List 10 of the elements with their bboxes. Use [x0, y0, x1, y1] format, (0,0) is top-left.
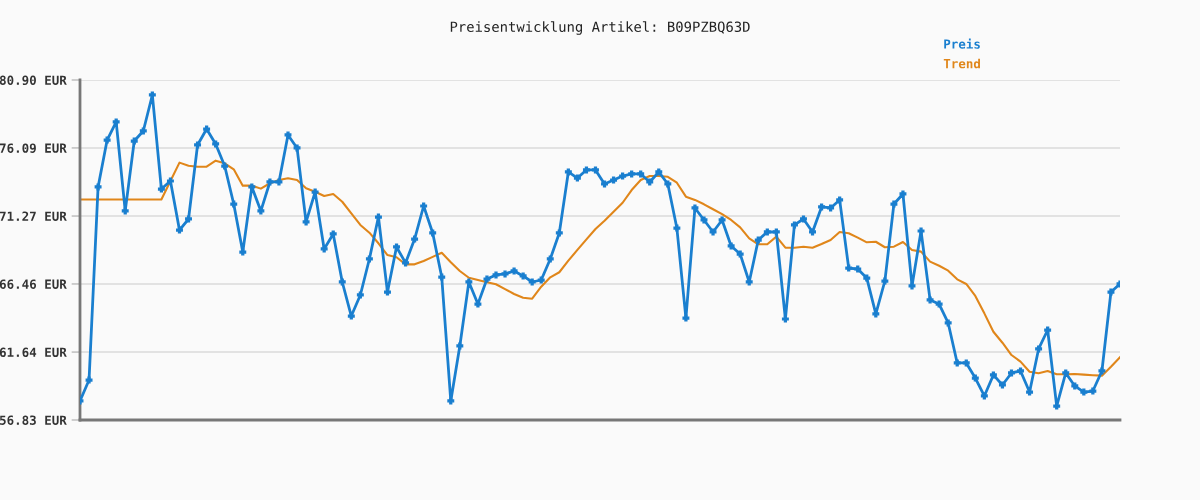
y-tick-label: 71.27 EUR [0, 211, 67, 221]
y-tick-label: 56.83 EUR [0, 415, 67, 425]
text: Trend [943, 58, 980, 69]
y-tick-label: 66.46 EUR [0, 279, 67, 289]
y-tick-label: 80.90 EUR [0, 75, 67, 85]
y-tick-label: 76.09 EUR [0, 143, 67, 153]
y-tick-label: 61.64 EUR [0, 347, 67, 357]
line-series [80, 159, 1120, 377]
text: Preis [944, 38, 980, 49]
chart-title: Preisentwicklung Artikel: B09PZBQ63D [450, 21, 750, 35]
